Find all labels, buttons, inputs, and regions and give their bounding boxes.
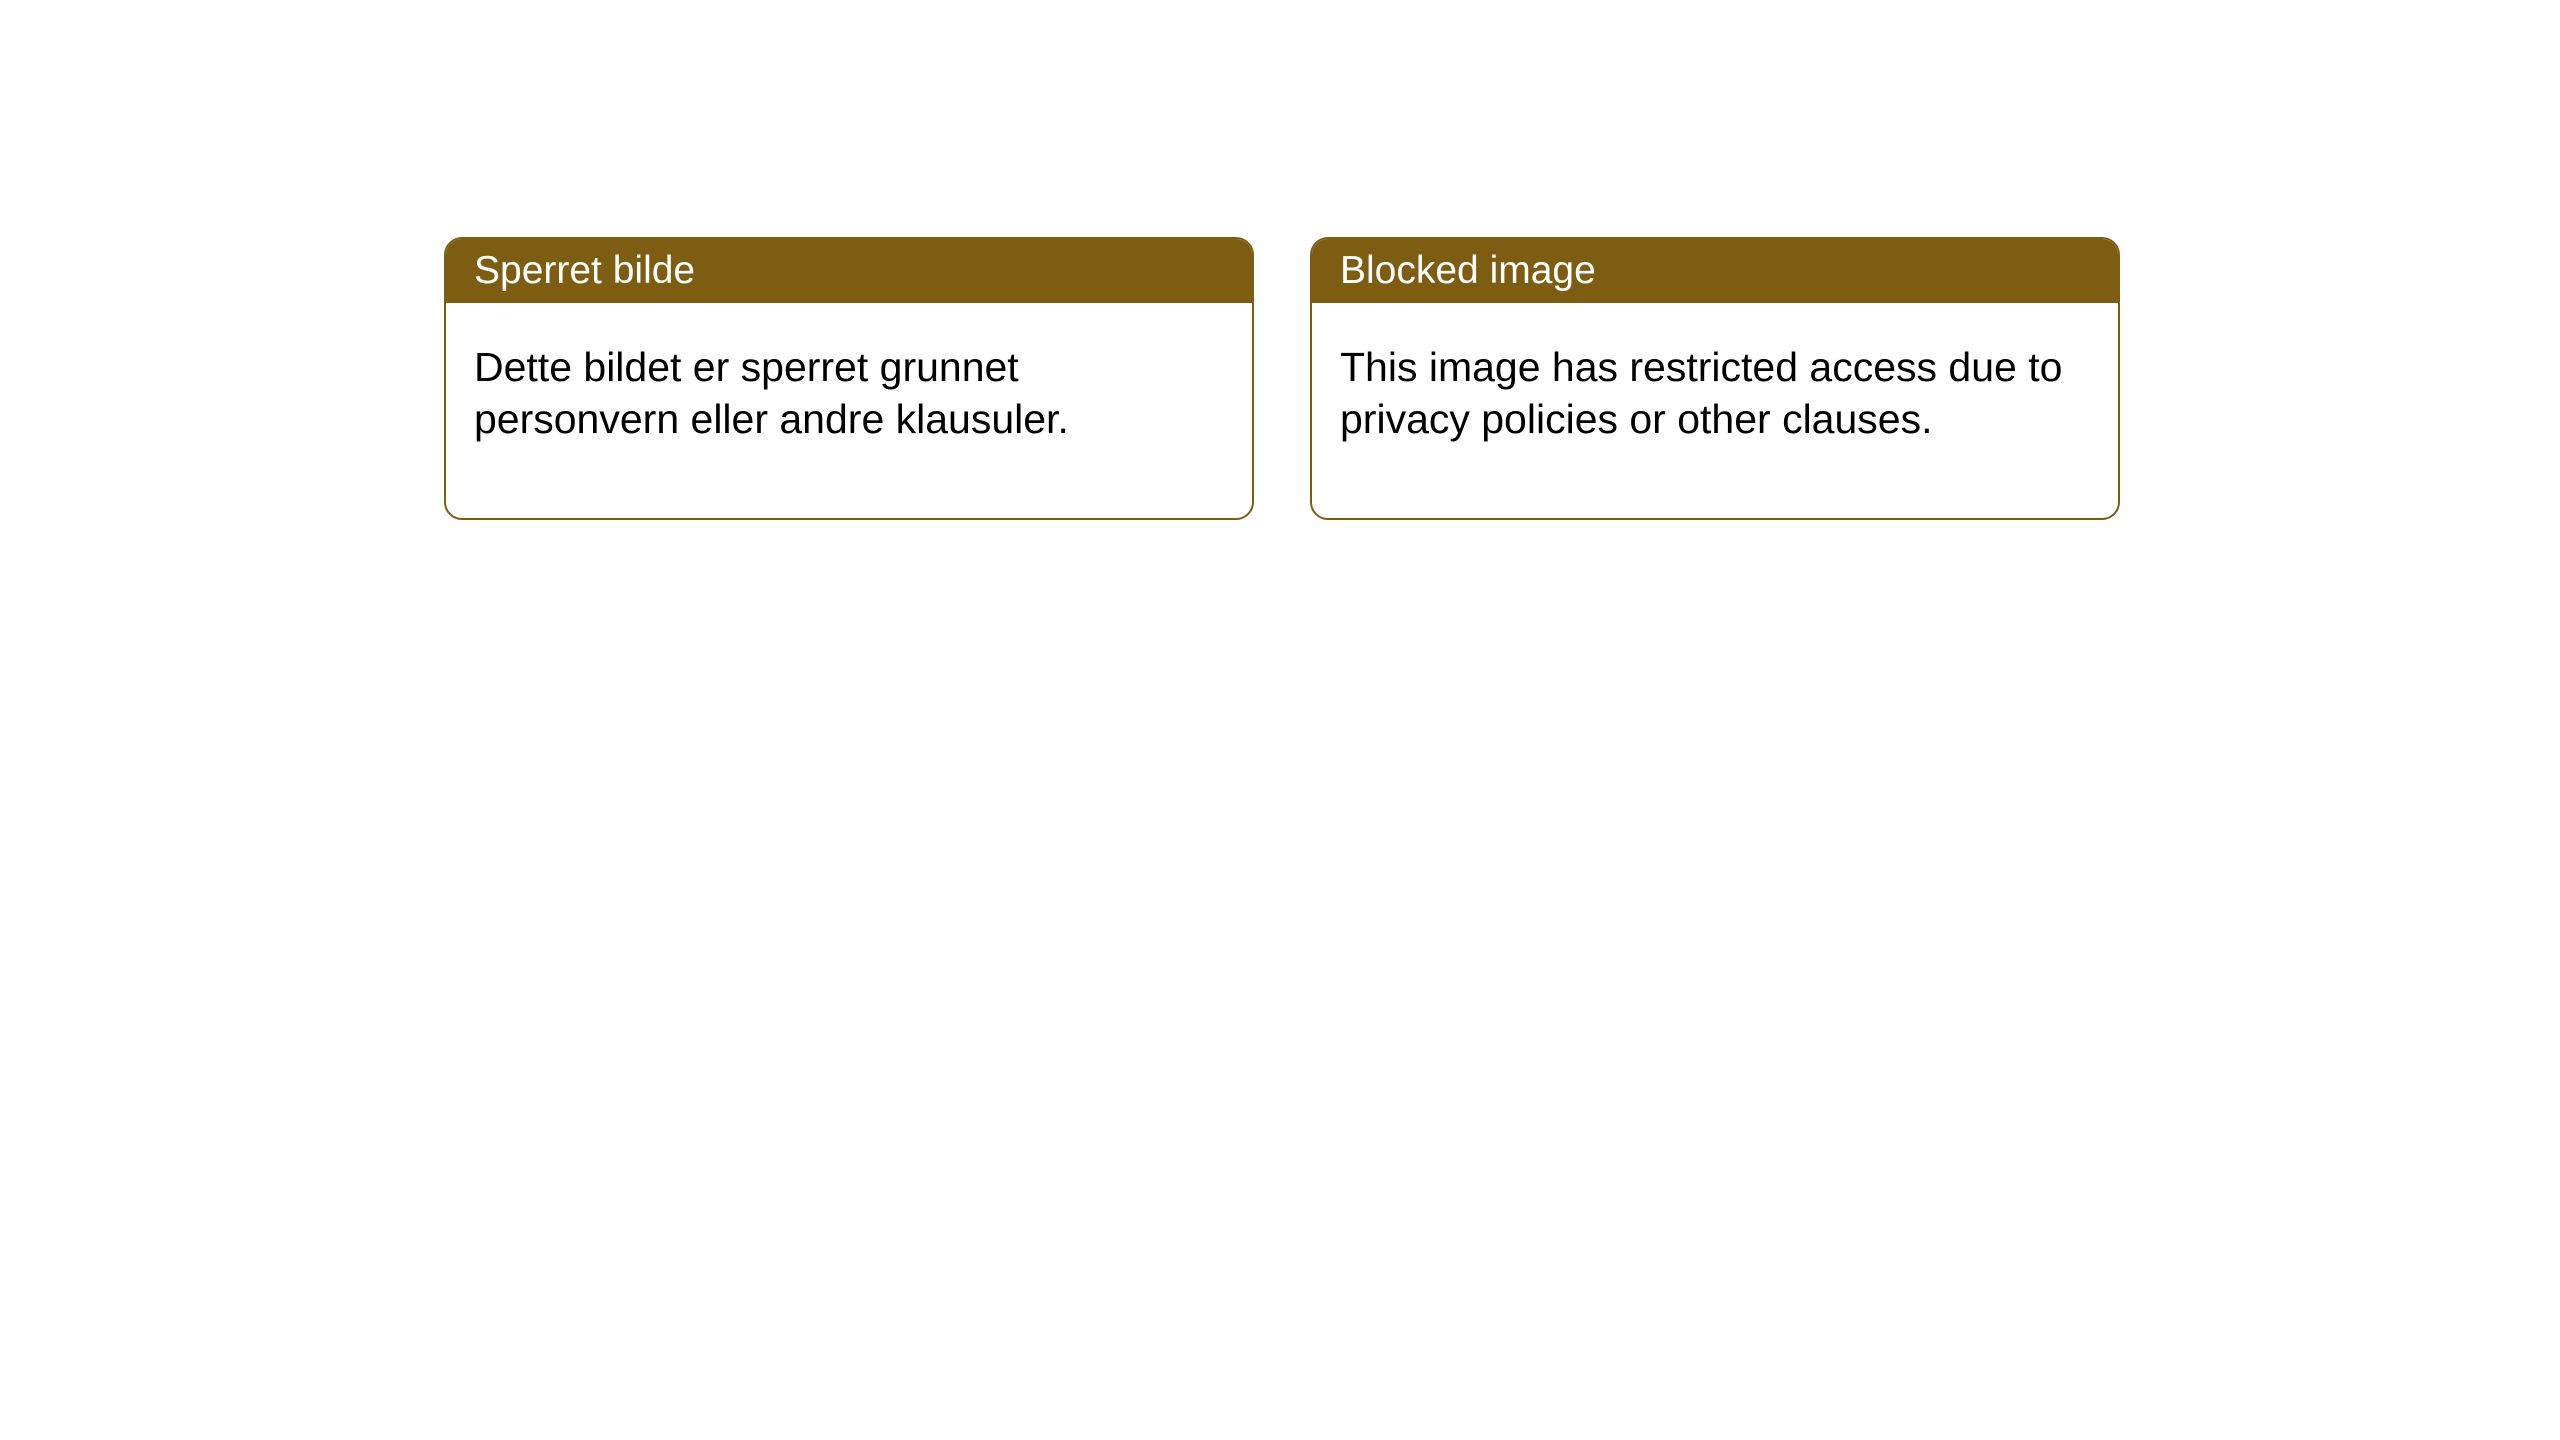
notice-card-norwegian: Sperret bilde Dette bildet er sperret gr…: [444, 237, 1254, 520]
notice-card-title: Blocked image: [1312, 239, 2118, 303]
notice-card-title: Sperret bilde: [446, 239, 1252, 303]
notice-container: Sperret bilde Dette bildet er sperret gr…: [444, 237, 2120, 520]
notice-card-body: This image has restricted access due to …: [1312, 303, 2118, 518]
notice-card-body: Dette bildet er sperret grunnet personve…: [446, 303, 1252, 518]
notice-card-english: Blocked image This image has restricted …: [1310, 237, 2120, 520]
